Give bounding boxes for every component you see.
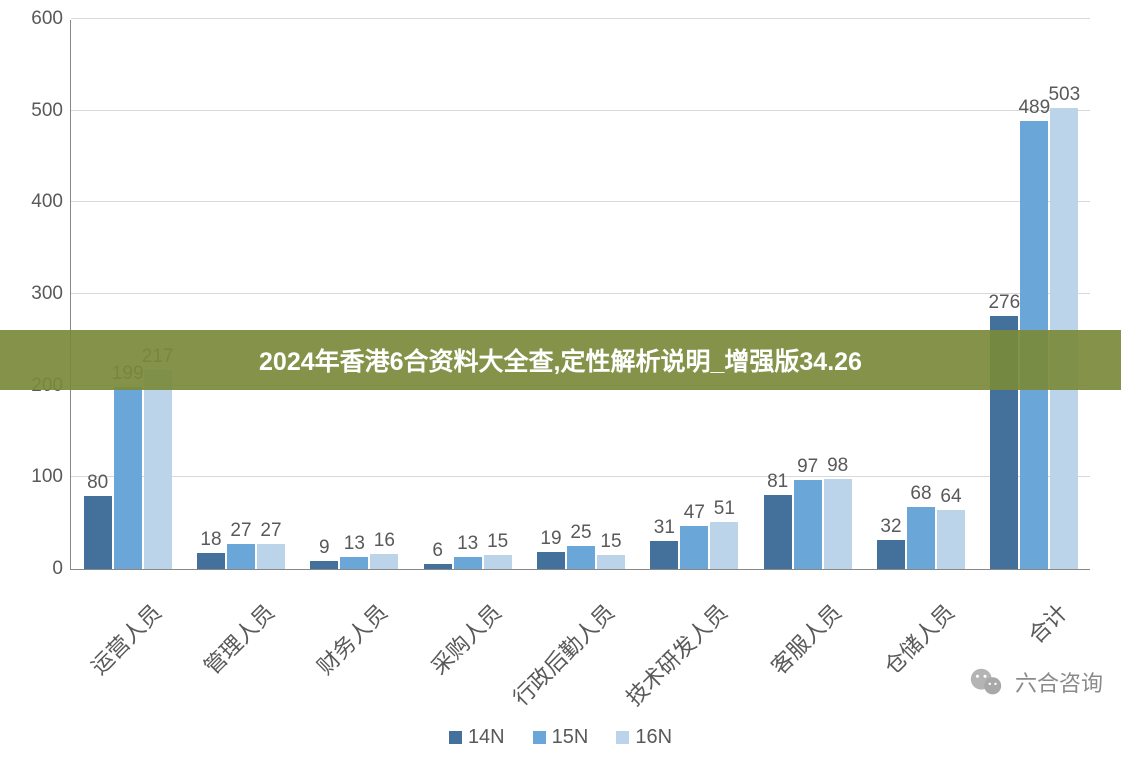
x-axis-label: 技术研发人员 xyxy=(618,596,734,712)
bar-value-label: 18 xyxy=(200,529,221,551)
legend-swatch xyxy=(449,731,462,744)
gridline xyxy=(71,201,1090,202)
bar: 51 xyxy=(710,522,738,569)
bar-value-label: 9 xyxy=(319,537,330,559)
bar: 68 xyxy=(907,507,935,569)
bar: 13 xyxy=(340,557,368,569)
x-axis-label: 采购人员 xyxy=(422,596,507,681)
bar-group: 819798 xyxy=(764,479,852,569)
bar: 13 xyxy=(454,557,482,569)
bar: 19 xyxy=(537,552,565,569)
gridline xyxy=(71,18,1090,19)
bar-group: 80199217 xyxy=(84,370,172,569)
x-axis-label: 合计 xyxy=(1020,596,1074,650)
x-axis-label: 运营人员 xyxy=(82,596,167,681)
bar: 27 xyxy=(257,544,285,569)
watermark: 六合咨询 xyxy=(967,663,1103,701)
x-axis-labels: 运营人员管理人员财务人员采购人员行政后勤人员技术研发人员客服人员仓储人员 合计 xyxy=(70,590,1090,710)
bar-group: 192515 xyxy=(537,546,625,569)
bar: 64 xyxy=(937,510,965,569)
bar-group: 326864 xyxy=(877,507,965,569)
bar-value-label: 19 xyxy=(540,528,561,550)
bar-value-label: 97 xyxy=(797,456,818,478)
bar: 32 xyxy=(877,540,905,569)
bar: 98 xyxy=(824,479,852,569)
bar-group: 314751 xyxy=(650,522,738,569)
bar-value-label: 32 xyxy=(880,516,901,538)
bar: 81 xyxy=(764,495,792,569)
bar: 15 xyxy=(484,555,512,569)
x-axis-label: 管理人员 xyxy=(196,596,281,681)
bar-value-label: 6 xyxy=(432,540,443,562)
legend-label: 16N xyxy=(635,726,672,749)
bar: 97 xyxy=(794,480,822,569)
bar: 47 xyxy=(680,526,708,569)
bar-value-label: 51 xyxy=(714,498,735,520)
bar: 199 xyxy=(114,387,142,569)
bar-value-label: 80 xyxy=(87,472,108,494)
bar: 16 xyxy=(370,554,398,569)
legend-item: 14N xyxy=(449,726,505,749)
legend: 14N 15N 16N xyxy=(0,726,1121,749)
bar: 217 xyxy=(144,370,172,569)
x-axis-label: 客服人员 xyxy=(762,596,847,681)
bar-value-label: 98 xyxy=(827,455,848,477)
bar: 80 xyxy=(84,496,112,569)
bar-group: 91316 xyxy=(310,554,398,569)
bar: 9 xyxy=(310,561,338,569)
bar-value-label: 15 xyxy=(600,531,621,553)
bar-value-label: 81 xyxy=(767,471,788,493)
bar: 25 xyxy=(567,546,595,569)
legend-item: 15N xyxy=(533,726,589,749)
legend-swatch xyxy=(616,731,629,744)
y-tick-label: 100 xyxy=(31,466,71,488)
y-tick-label: 500 xyxy=(31,100,71,122)
gridline xyxy=(71,476,1090,477)
bar-value-label: 68 xyxy=(910,483,931,505)
watermark-text: 六合咨询 xyxy=(1015,666,1103,698)
bar-chart: 0100200300400500600801992171827279131661… xyxy=(20,0,1100,570)
bar-value-label: 15 xyxy=(487,531,508,553)
legend-swatch xyxy=(533,731,546,744)
wechat-icon xyxy=(967,663,1005,701)
bar: 15 xyxy=(597,555,625,569)
y-tick-label: 400 xyxy=(31,191,71,213)
x-axis-label: 行政后勤人员 xyxy=(505,596,621,712)
plot-area: 0100200300400500600801992171827279131661… xyxy=(70,20,1090,570)
bar: 27 xyxy=(227,544,255,569)
legend-label: 15N xyxy=(552,726,589,749)
bar: 31 xyxy=(650,541,678,569)
y-tick-label: 0 xyxy=(52,558,71,580)
bar: 6 xyxy=(424,564,452,570)
bar-value-label: 489 xyxy=(1018,97,1050,119)
legend-item: 16N xyxy=(616,726,672,749)
gridline xyxy=(71,110,1090,111)
bar-group: 182727 xyxy=(197,544,285,569)
legend-label: 14N xyxy=(468,726,505,749)
x-axis-label: 仓储人员 xyxy=(876,596,961,681)
bar-value-label: 13 xyxy=(457,533,478,555)
bar: 18 xyxy=(197,553,225,570)
bar-value-label: 27 xyxy=(230,520,251,542)
bar-group: 61315 xyxy=(424,555,512,569)
overlay-text: 2024年香港6合资料大全查,定性解析说明_增强版34.26 xyxy=(259,342,862,378)
x-axis-label: 财务人员 xyxy=(309,596,394,681)
y-tick-label: 600 xyxy=(31,8,71,30)
bar-value-label: 27 xyxy=(260,520,281,542)
bar-value-label: 64 xyxy=(940,486,961,508)
bar-value-label: 503 xyxy=(1048,84,1080,106)
bar-value-label: 25 xyxy=(570,522,591,544)
bar-value-label: 276 xyxy=(988,292,1020,314)
bar-value-label: 47 xyxy=(684,502,705,524)
gridline xyxy=(71,293,1090,294)
bar-value-label: 16 xyxy=(374,530,395,552)
bar-value-label: 13 xyxy=(344,533,365,555)
overlay-banner: 2024年香港6合资料大全查,定性解析说明_增强版34.26 xyxy=(0,330,1121,390)
bar-value-label: 31 xyxy=(654,517,675,539)
y-tick-label: 300 xyxy=(31,283,71,305)
